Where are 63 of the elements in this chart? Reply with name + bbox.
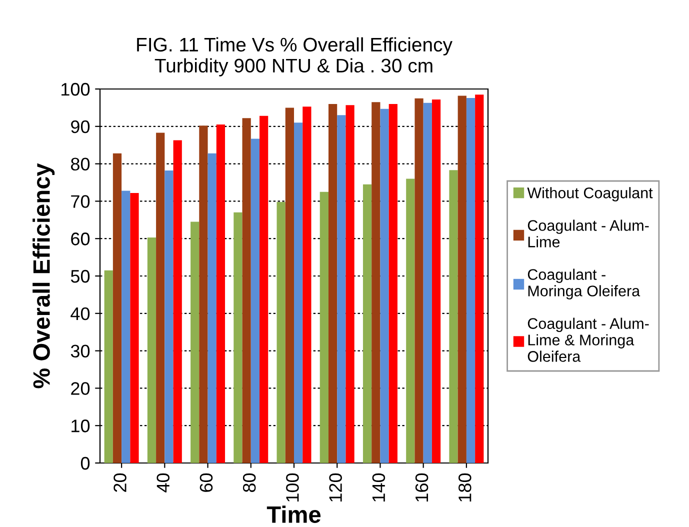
y-axis-title: % Overall Efficiency: [32, 163, 55, 388]
bar: [458, 96, 466, 463]
bar: [156, 132, 165, 463]
y-tick-label: 50: [70, 270, 90, 283]
bar: [190, 222, 200, 463]
x-tick-label: 60: [200, 473, 213, 492]
bar: [130, 192, 139, 463]
legend-label: Coagulant - Moringa Oleifera: [528, 268, 640, 300]
bar: [414, 98, 424, 463]
bar: [242, 118, 251, 463]
bar: [208, 153, 216, 463]
y-tick-label: 0: [80, 456, 90, 470]
y-tick-label: 40: [70, 307, 90, 320]
y-tick-label: 60: [71, 232, 90, 246]
bar: [328, 104, 338, 463]
bar: [199, 126, 208, 463]
bar: [112, 153, 122, 463]
x-tick-label: 80: [242, 473, 256, 492]
bar: [216, 124, 226, 463]
y-tick-label: 90: [71, 120, 90, 134]
y-tick-label: 20: [71, 382, 90, 395]
legend-label: Without Coagulant: [527, 187, 653, 202]
legend-label: Coagulant - Alum- Lime: [528, 220, 649, 248]
y-tick-label: 80: [70, 158, 90, 171]
chart-title: FIG. 11 Time Vs % Overall Efficiency Turbidity 900 NTU & Dia . 30 cm: [137, 37, 452, 76]
bar: [234, 212, 242, 463]
bar: [337, 115, 346, 463]
bar: [173, 140, 182, 463]
bar: [372, 102, 380, 463]
bar: [388, 104, 398, 463]
bar: [276, 202, 286, 463]
bar: [406, 178, 415, 463]
bar: [320, 192, 328, 463]
bar: [164, 170, 174, 463]
bar: [260, 116, 268, 463]
x-tick-label: 160: [415, 473, 428, 502]
y-tick-label: 30: [70, 344, 90, 358]
legend-label: Coagulant - Alum- Lime & Moringa Oleifera: [528, 318, 649, 362]
bar: [475, 94, 484, 463]
x-tick-label: 40: [156, 473, 170, 492]
x-tick-label: 20: [114, 473, 126, 492]
x-tick-label: 100: [286, 473, 299, 502]
bar: [122, 190, 130, 463]
bar: [147, 237, 156, 463]
x-tick-label: 180: [458, 473, 472, 502]
bar: [285, 108, 294, 463]
bar: [346, 105, 354, 463]
bar: [294, 122, 303, 463]
bar: [423, 102, 432, 463]
bar: [104, 270, 113, 463]
bar: [250, 138, 260, 463]
y-tick-label: 100: [62, 82, 90, 96]
bar: [380, 108, 389, 463]
y-tick-label: 10: [72, 420, 90, 432]
bar: [362, 184, 372, 463]
x-tick-label: 140: [372, 473, 386, 502]
x-axis-title: Time: [266, 506, 321, 523]
bar: [449, 170, 458, 463]
bar: [466, 98, 476, 463]
x-tick-label: 120: [329, 473, 342, 502]
bar: [302, 106, 312, 463]
bar: [432, 99, 441, 463]
y-tick-label: 70: [71, 195, 90, 208]
